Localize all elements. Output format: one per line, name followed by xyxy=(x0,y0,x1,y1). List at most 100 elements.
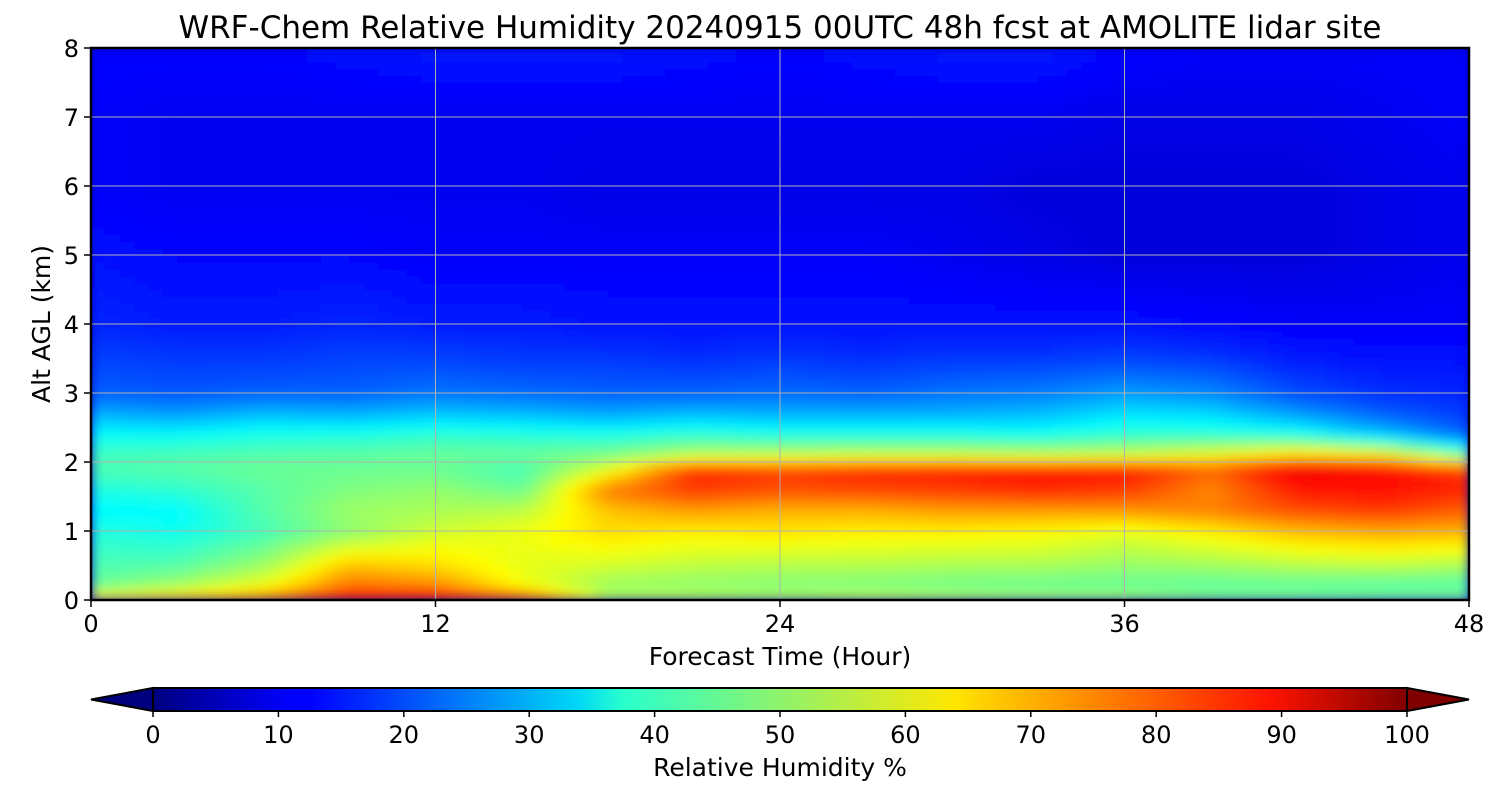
heatmap-cell xyxy=(449,482,465,491)
heatmap-cell xyxy=(349,413,365,422)
heatmap-cell xyxy=(995,372,1011,380)
heatmap-cell xyxy=(378,261,394,270)
heatmap-cell xyxy=(866,517,882,525)
heatmap-cell xyxy=(665,393,681,401)
heatmap-cell xyxy=(277,468,293,477)
heatmap-cell xyxy=(507,268,523,277)
heatmap-cell xyxy=(1196,579,1212,587)
heatmap-cell xyxy=(1081,296,1097,305)
heatmap-cell xyxy=(478,255,494,263)
heatmap-cell xyxy=(378,406,394,415)
heatmap-cell xyxy=(866,441,882,449)
heatmap-cell xyxy=(1411,565,1427,574)
heatmap-cell xyxy=(780,248,796,256)
heatmap-cell xyxy=(1454,558,1469,567)
heatmap-cell xyxy=(349,337,365,346)
heatmap-cell xyxy=(1382,496,1399,505)
heatmap-cell xyxy=(1009,330,1025,339)
heatmap-cell xyxy=(1024,496,1040,505)
heatmap-cell xyxy=(335,268,351,277)
heatmap-cell xyxy=(765,261,781,270)
heatmap-cell xyxy=(650,455,666,463)
heatmap-cell xyxy=(248,572,265,581)
heatmap-cell xyxy=(708,413,724,422)
heatmap-cell xyxy=(421,489,437,498)
heatmap-cell xyxy=(722,406,738,415)
heatmap-cell xyxy=(1153,572,1169,581)
heatmap-cell xyxy=(91,234,107,242)
heatmap-cell xyxy=(1311,503,1327,512)
heatmap-cell xyxy=(808,330,824,339)
heatmap-cell xyxy=(1296,344,1312,353)
heatmap-cell xyxy=(1325,462,1341,470)
heatmap-cell xyxy=(679,317,695,325)
heatmap-cell xyxy=(306,593,322,600)
heatmap-cell xyxy=(162,337,178,346)
heatmap-cell xyxy=(521,406,537,415)
heatmap-cell xyxy=(162,358,178,367)
heatmap-cell xyxy=(1354,524,1370,532)
heatmap-cell xyxy=(1425,255,1442,263)
heatmap-cell xyxy=(521,586,537,594)
heatmap-cell xyxy=(1268,475,1284,484)
heatmap-cell xyxy=(1224,455,1241,463)
heatmap-cell xyxy=(1067,261,1083,270)
heatmap-cell xyxy=(937,551,954,560)
heatmap-cell xyxy=(909,593,925,600)
heatmap-cell xyxy=(1311,268,1327,277)
heatmap-cell xyxy=(1239,393,1255,401)
heatmap-cell xyxy=(1296,413,1312,422)
heatmap-cell xyxy=(335,379,351,387)
heatmap-cell xyxy=(1009,475,1025,484)
heatmap-cell xyxy=(966,448,982,456)
heatmap-cell xyxy=(823,337,839,346)
heatmap-cell xyxy=(880,365,896,374)
heatmap-cell xyxy=(105,303,121,311)
heatmap-cell xyxy=(1354,261,1370,270)
heatmap-cell xyxy=(134,475,150,484)
heatmap-cell xyxy=(636,399,652,408)
heatmap-cell xyxy=(1354,434,1370,443)
heatmap-cell xyxy=(277,317,293,325)
heatmap-cell xyxy=(1224,296,1241,305)
heatmap-cell xyxy=(722,537,738,546)
heatmap-cell xyxy=(1411,531,1427,539)
heatmap-cell xyxy=(1425,324,1442,332)
heatmap-cell xyxy=(937,544,954,553)
heatmap-cell xyxy=(220,275,236,284)
heatmap-cell xyxy=(1210,558,1226,567)
heatmap-cell xyxy=(1440,420,1456,429)
heatmap-cell xyxy=(851,365,867,374)
heatmap-cell xyxy=(291,282,308,291)
heatmap-cell xyxy=(492,537,509,546)
heatmap-cell xyxy=(1440,558,1456,567)
heatmap-cell xyxy=(349,255,365,263)
heatmap-cell xyxy=(220,310,236,318)
heatmap-cell xyxy=(162,455,178,463)
heatmap-cell xyxy=(1354,544,1370,553)
heatmap-cell xyxy=(564,268,580,277)
heatmap-cell xyxy=(105,399,121,408)
heatmap-cell xyxy=(1138,531,1154,539)
heatmap-cell xyxy=(1339,365,1355,374)
heatmap-cell xyxy=(478,399,494,408)
heatmap-cell xyxy=(1024,337,1040,346)
heatmap-cell xyxy=(421,455,437,463)
heatmap-cell xyxy=(722,496,738,505)
heatmap-cell xyxy=(1196,344,1212,353)
heatmap-cell xyxy=(1354,537,1370,546)
heatmap-cell xyxy=(535,531,552,539)
heatmap-cell xyxy=(995,344,1011,353)
heatmap-cell xyxy=(909,275,925,284)
heatmap-cell xyxy=(1124,537,1140,546)
heatmap-cell xyxy=(162,261,178,270)
heatmap-cell xyxy=(1339,406,1355,415)
heatmap-cell xyxy=(248,482,265,491)
heatmap-cell xyxy=(923,303,939,311)
heatmap-cell xyxy=(349,496,365,505)
heatmap-cell xyxy=(1425,593,1442,600)
heatmap-cell xyxy=(1038,531,1054,539)
heatmap-cell xyxy=(1009,531,1025,539)
heatmap-cell xyxy=(980,496,997,505)
heatmap-cell xyxy=(134,510,150,518)
